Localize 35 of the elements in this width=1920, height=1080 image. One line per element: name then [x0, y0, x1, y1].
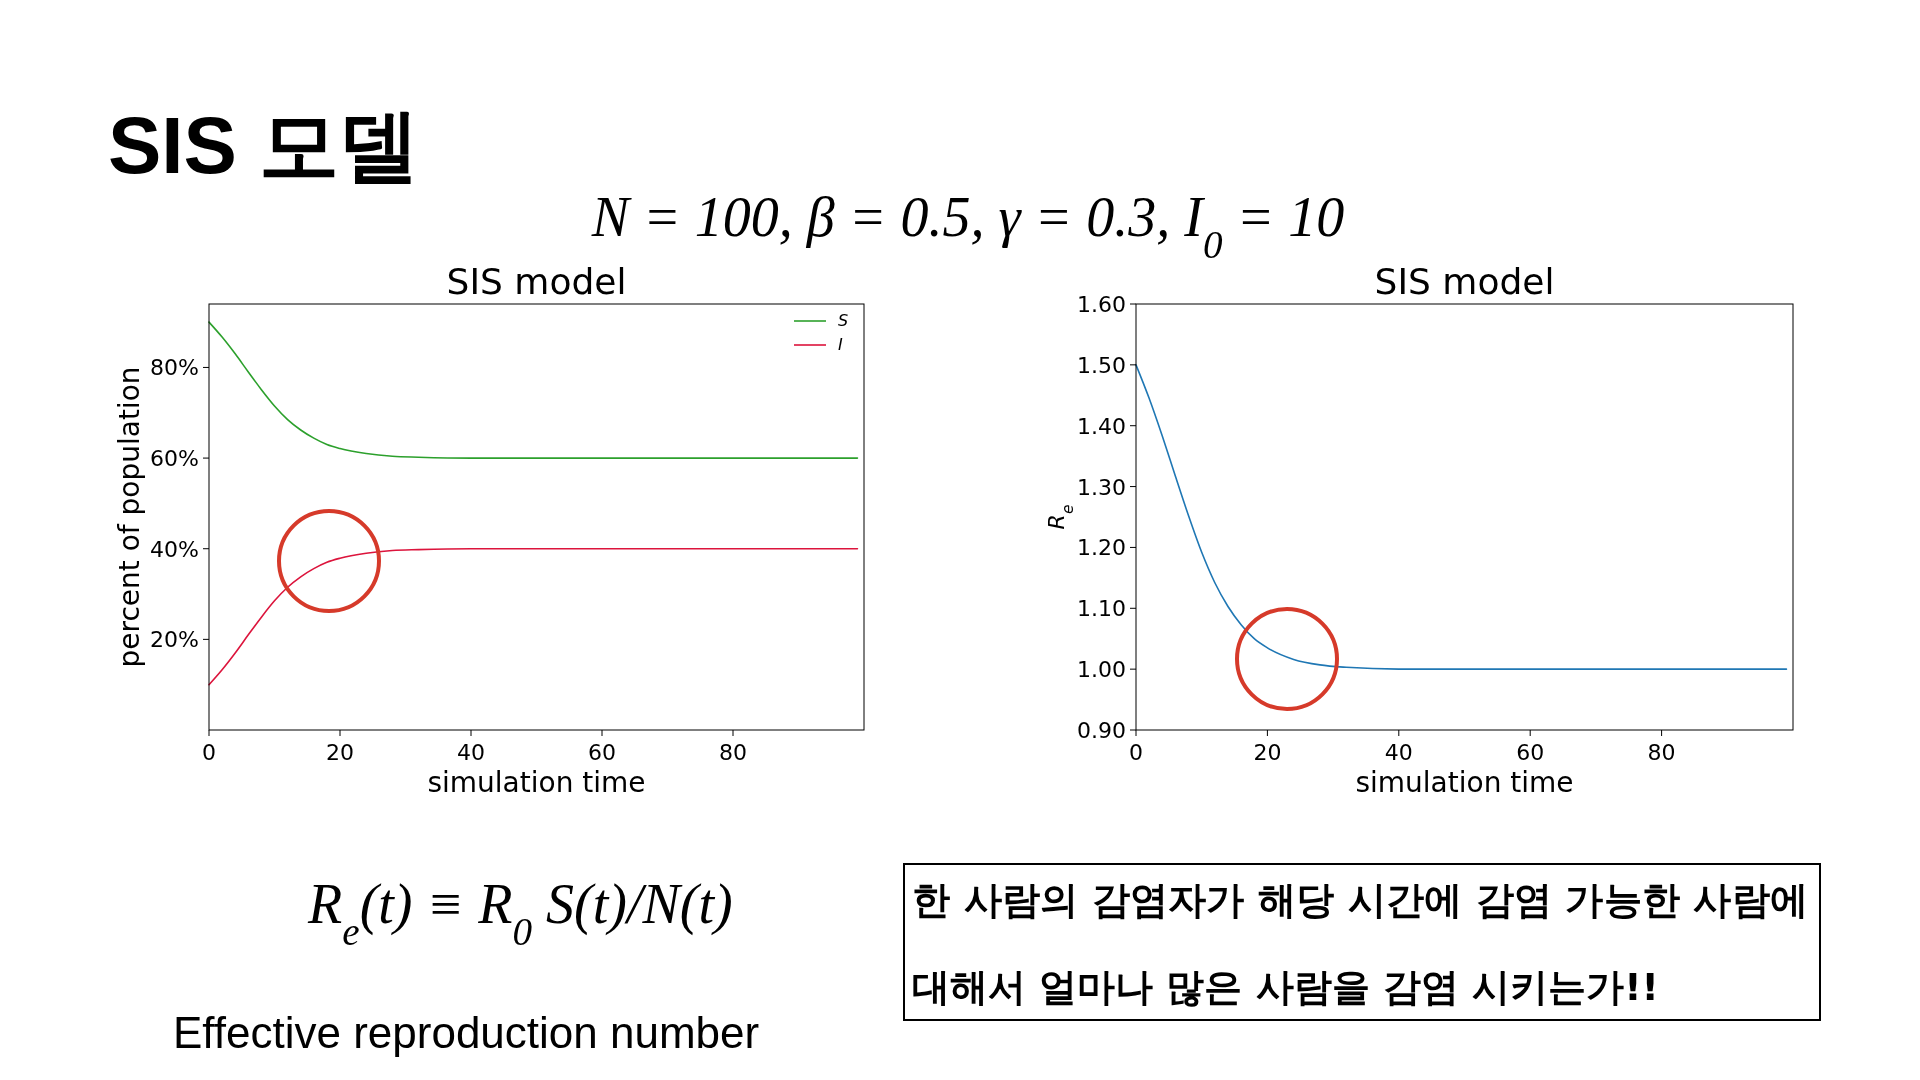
y-tick-label: 1.10 — [1077, 596, 1126, 622]
line-series — [208, 547, 859, 686]
y-tick-label: 40% — [150, 536, 199, 562]
y-tick-label: 1.30 — [1077, 474, 1126, 500]
x-tick-label: 40 — [457, 740, 485, 765]
x-axis-title: simulation time — [427, 766, 646, 799]
x-axis-title: simulation time — [1355, 766, 1574, 799]
y-tick-label: 1.00 — [1077, 657, 1126, 683]
x-tick-label: 0 — [1129, 740, 1143, 765]
x-tick-label: 0 — [202, 740, 216, 765]
y-tick-label: 20% — [150, 627, 199, 653]
x-tick-label: 20 — [326, 740, 354, 765]
text: 한 사람의 감염자가 해당 시간에 감염 가능한 사람에 — [912, 878, 1808, 922]
line-series — [1135, 364, 1788, 670]
y-tick-label: 80% — [150, 355, 199, 381]
x-tick-label: 60 — [1516, 740, 1545, 765]
y-tick-label: 1.60 — [1077, 292, 1126, 317]
y-tick-label: 1.40 — [1077, 413, 1126, 439]
text: SIS 모델 — [108, 101, 420, 190]
y-tick-label: 1.20 — [1077, 535, 1126, 561]
x-tick-label: 20 — [1253, 740, 1282, 765]
text: 대해서 얼마나 많은 사람을 감염 시키는가!! — [912, 965, 1659, 1009]
y-tick-label: 1.50 — [1077, 352, 1126, 378]
chart-title: SIS model — [1374, 261, 1555, 302]
x-tick-label: 40 — [1384, 740, 1413, 765]
legend-label: I — [838, 335, 843, 354]
legend-label: S — [838, 311, 849, 330]
y-tick-label: 0.90 — [1077, 718, 1126, 743]
x-tick-label: 60 — [588, 740, 616, 765]
x-tick-label: 80 — [1647, 740, 1676, 765]
text: R$_{e}$(t) ≡ R$_{0}$ S(t)/N(t) — [307, 873, 733, 953]
y-axis-title: percent of population — [113, 366, 146, 668]
text: Effective reproduction number — [173, 1008, 760, 1057]
x-tick-label: 80 — [719, 740, 747, 765]
y-tick-label: 60% — [150, 446, 199, 472]
